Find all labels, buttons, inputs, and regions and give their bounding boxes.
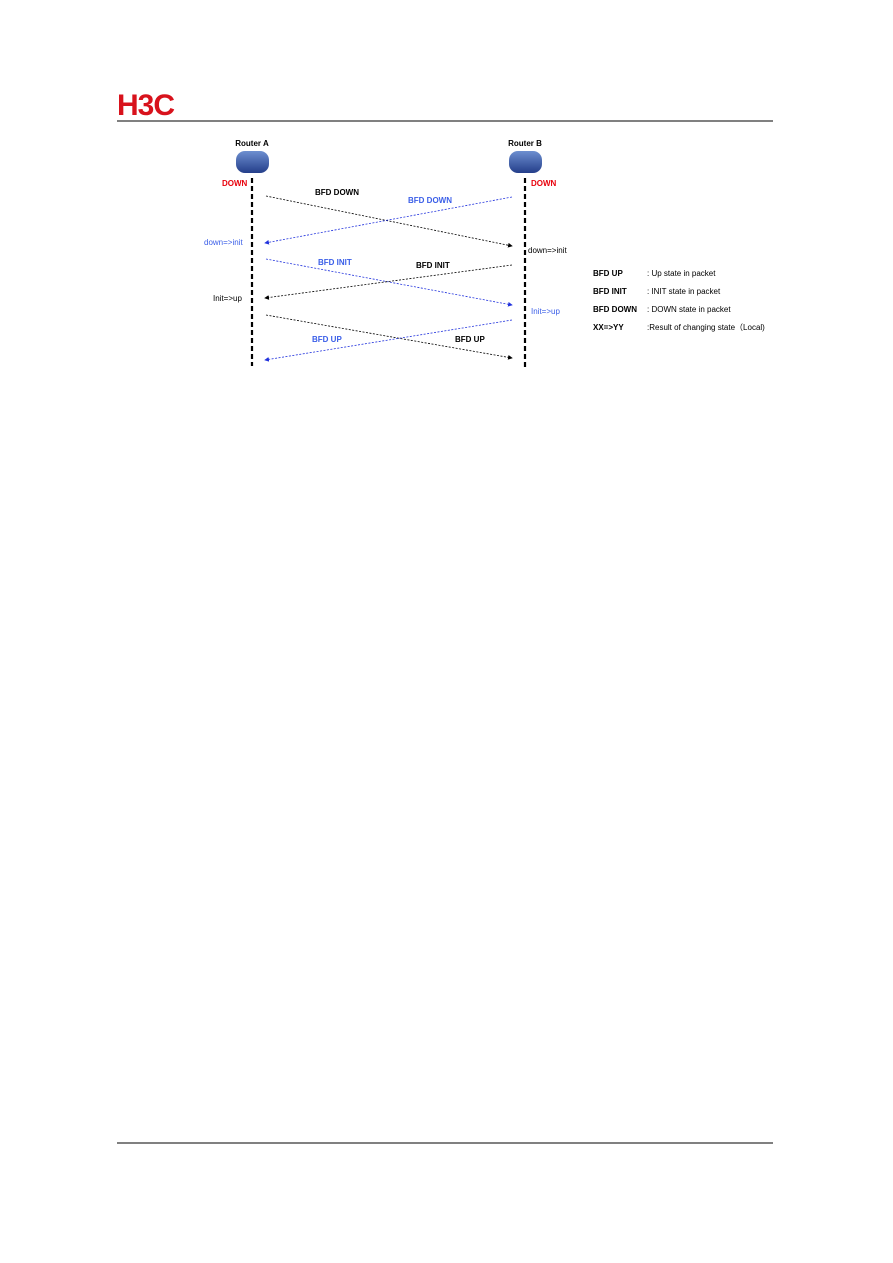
state-change: down=>init xyxy=(204,238,243,247)
legend-term: BFD INIT xyxy=(593,287,627,296)
state-change: down=>init xyxy=(528,246,567,255)
arrow xyxy=(265,314,513,360)
legend-description: :Result of changing state（Local) xyxy=(647,323,765,332)
message-label: BFD DOWN xyxy=(408,196,452,205)
legend-term: BFD DOWN xyxy=(593,305,637,314)
arrow xyxy=(264,196,513,245)
message-label: BFD UP xyxy=(455,335,485,344)
router-label: Router A xyxy=(235,139,269,148)
legend-term: BFD UP xyxy=(593,269,623,278)
state: DOWN xyxy=(531,179,557,188)
arrow xyxy=(265,258,513,307)
router-icon xyxy=(236,151,269,173)
state-change: Init=>up xyxy=(213,294,242,303)
arrow xyxy=(264,264,513,300)
message-label: BFD INIT xyxy=(318,258,352,267)
router-icon xyxy=(509,151,542,173)
message-label: BFD UP xyxy=(312,335,342,344)
legend-description: : DOWN state in packet xyxy=(647,305,731,314)
message-label: BFD DOWN xyxy=(315,188,359,197)
legend-description: : INIT state in packet xyxy=(647,287,721,296)
state-change: Init=>up xyxy=(531,307,560,316)
legend-description: : Up state in packet xyxy=(647,269,716,278)
router-label: Router B xyxy=(508,139,542,148)
message-label: BFD INIT xyxy=(416,261,450,270)
state: DOWN xyxy=(222,179,248,188)
legend-term: XX=>YY xyxy=(593,323,624,332)
arrow xyxy=(265,195,513,248)
logo: H3C xyxy=(117,89,174,122)
